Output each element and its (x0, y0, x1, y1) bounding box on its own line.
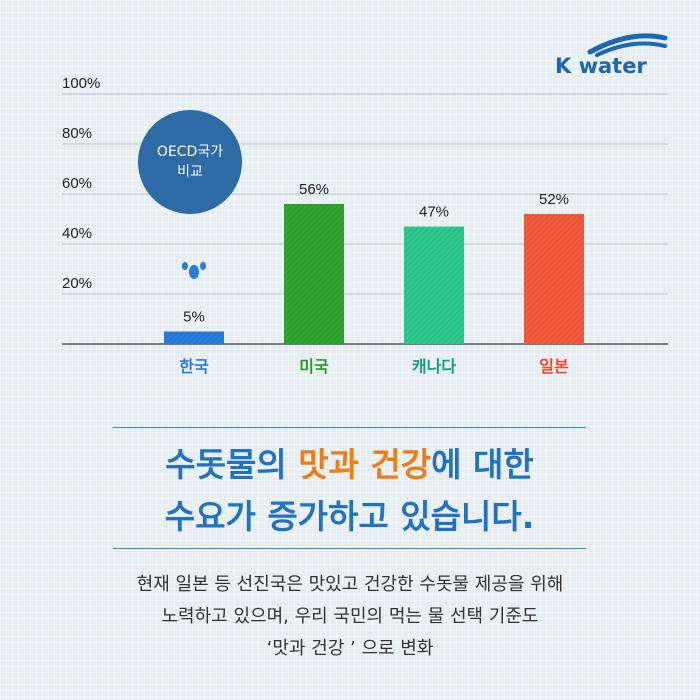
oecd-badge: OECD국가 비교 (138, 110, 242, 214)
bar-2 (404, 226, 464, 344)
data-label: 52% (539, 191, 569, 208)
badge-line1: OECD국가 (156, 144, 224, 160)
category-label: 일본 (539, 357, 569, 376)
bar-0 (164, 331, 224, 344)
category-label: 미국 (299, 357, 329, 376)
body-line1: 현재 일본 등 선진국은 맛있고 건강한 수돗물 제공을 위해 (136, 574, 564, 595)
wave-logo-icon (587, 33, 668, 57)
data-label: 5% (183, 309, 205, 326)
bar-3 (524, 214, 584, 344)
headline-space (359, 445, 371, 484)
logo-text: K water (555, 54, 647, 78)
body-line2: 노력하고 있으며, 우리 국민의 먹는 물 선택 기준도 (161, 606, 539, 627)
bar-1 (284, 204, 344, 344)
kwater-logo: K water (555, 28, 668, 78)
y-tick-label: 60% (62, 175, 92, 192)
headline-highlight-taste: 맛과 (298, 445, 359, 484)
water-splash-icon (182, 262, 206, 279)
headline-line2: 수요가 증가하고 있습니다. (164, 497, 535, 536)
headline-text-c: 에 대한 (431, 445, 534, 484)
headline-line1: 수돗물의 맛과 건강에 대한 (113, 438, 586, 486)
category-label: 한국 (179, 357, 209, 376)
category-label: 캐나다 (412, 357, 456, 376)
y-tick-label: 40% (62, 225, 92, 242)
data-label: 47% (419, 204, 449, 221)
headline-highlight-health: 건강 (370, 445, 432, 484)
y-tick-label: 20% (62, 275, 92, 292)
badge-line2: 비교 (177, 164, 203, 180)
y-tick-label: 80% (62, 125, 92, 142)
headline-box: 수돗물의 맛과 건강에 대한 수요가 증가하고 있습니다. (113, 427, 586, 549)
data-label: 56% (299, 181, 329, 198)
headline-text-a: 수돗물의 (165, 445, 299, 484)
y-tick-label: 100% (62, 75, 100, 92)
bar-chart: 20% 40% 60% 80% 100% 5% 한국 56% 미국 47% 캐나다 52% 일본 (62, 75, 668, 376)
body-line3: ‘맛과 건강 ’ 으로 변화 (266, 638, 434, 659)
